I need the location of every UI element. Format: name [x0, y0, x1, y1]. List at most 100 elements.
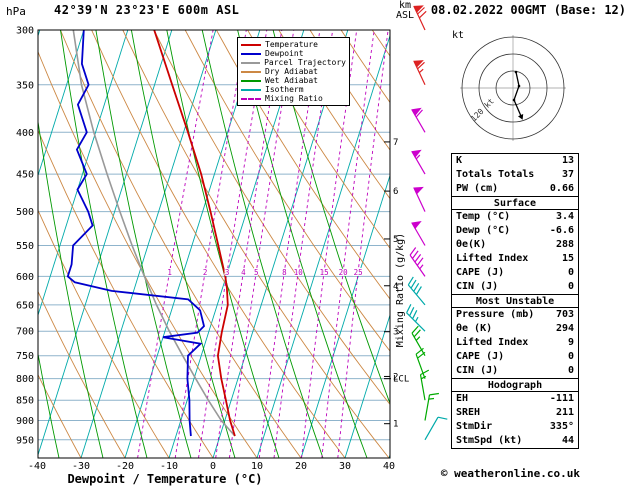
- hodograph-trace: [513, 71, 522, 117]
- altitude-axis-unit-label: km ASL: [391, 1, 419, 21]
- pressure-tick-label: 900: [16, 416, 34, 427]
- wind-barb-pennant: [413, 60, 424, 68]
- table-row: θe (K) 294: [452, 322, 578, 336]
- temperature-tick-label: 30: [339, 461, 351, 472]
- isotherm-lines: [38, 30, 390, 458]
- pressure-tick-label: 350: [16, 80, 34, 91]
- km-tick-label: 2: [393, 372, 398, 382]
- temperature-tick-label: 20: [295, 461, 307, 472]
- wind-barb-pennant: [413, 186, 424, 195]
- hodograph-ring-label: 120 kt: [469, 96, 496, 123]
- table-row: Dewp (°C) -6.6: [452, 224, 578, 238]
- table-row-value: 9: [567, 337, 574, 348]
- table-row: StmDir 335°: [452, 420, 578, 434]
- wind-barb-pennant: [411, 107, 422, 117]
- table-row-value: -6.6: [549, 225, 574, 236]
- legend-item-label: Dry Adiabat: [265, 66, 318, 76]
- temperature-tick-label: 10: [251, 461, 263, 472]
- parcel-trajectory-curve: [72, 30, 236, 437]
- table-row-label: θe(K): [456, 239, 487, 250]
- temperature-curve: [153, 30, 236, 437]
- table-row-value: 37: [561, 169, 574, 180]
- table-row-label: θe (K): [456, 323, 493, 334]
- storm-motion-arrow: [518, 114, 524, 120]
- table-section-header: Surface: [452, 196, 578, 210]
- hodograph-axes: [460, 35, 566, 141]
- pressure-axis-unit-label: hPa: [6, 5, 26, 18]
- table-row-value: 0: [567, 351, 574, 362]
- legend-item-label: Mixing Ratio: [265, 93, 323, 103]
- table-row: EH -111: [452, 392, 578, 406]
- pressure-tick-label: 650: [16, 300, 34, 311]
- legend-item-label: Isotherm: [265, 84, 304, 94]
- temperature-tick-label: 0: [210, 461, 216, 472]
- legend-item-label: Dewpoint: [265, 48, 304, 58]
- indices-table: K 13 Totals Totals 37 PW (cm) 0.66 Surface Temp…: [451, 153, 579, 449]
- legend-item: Wet Adiabat: [241, 76, 346, 85]
- legend-line-sample: [241, 52, 261, 55]
- pressure-tick-label: 450: [16, 170, 34, 181]
- legend-item: Dry Adiabat: [241, 67, 346, 76]
- legend-line-sample: [241, 43, 261, 46]
- wind-barb: [424, 392, 439, 421]
- table-section-title: Hodograph: [487, 380, 543, 391]
- table-row: Totals Totals 37: [452, 168, 578, 182]
- table-row-value: 13: [561, 155, 574, 166]
- wind-barb: [419, 369, 430, 401]
- km-tick-label: 6: [393, 187, 398, 197]
- legend-item: Parcel Trajectory: [241, 58, 346, 67]
- table-section-header: Most Unstable: [452, 294, 578, 308]
- mixing-ratio-value-label: 8: [282, 268, 287, 277]
- page-title: 42°39'N 23°23'E 600m ASL: [54, 3, 240, 17]
- wind-barb: [409, 247, 426, 277]
- wind-barb-pennant: [413, 5, 424, 13]
- plot-border: [37, 29, 391, 459]
- legend-item-label: Parcel Trajectory: [264, 57, 346, 67]
- table-row-value: 703: [555, 309, 574, 320]
- datetime-label: 08.02.2022 00GMT (Base: 12): [430, 3, 626, 17]
- temperature-tick-label: 40: [383, 461, 395, 472]
- legend-item: Temperature: [241, 40, 346, 49]
- legend-item: Isotherm: [241, 85, 346, 94]
- mixing-ratio-value-label: 1: [167, 268, 172, 277]
- pressure-tick-label: 400: [16, 128, 34, 139]
- table-row-label: CAPE (J): [456, 351, 505, 362]
- wind-barb-pennant: [411, 221, 422, 230]
- mixing-ratio-value-label: 25: [354, 268, 363, 277]
- hodograph-rings: [461, 36, 565, 140]
- temperature-tick-label: -30: [72, 461, 90, 472]
- km-label: km: [398, 0, 412, 11]
- legend-line-sample: [241, 79, 261, 82]
- legend-item-label: Temperature: [265, 39, 318, 49]
- table-row-value: -111: [549, 393, 574, 404]
- mixing-ratio-value-label: 3: [225, 268, 230, 277]
- mixing-ratio-value-label: 15: [320, 268, 329, 277]
- x-axis-label: Dewpoint / Temperature (°C): [67, 472, 263, 486]
- pressure-tick-label: 850: [16, 396, 34, 407]
- km-tick-label: 5: [393, 235, 398, 245]
- table-row-label: K: [456, 155, 463, 166]
- wind-barb-pennant: [411, 149, 422, 158]
- legend-item: Mixing Ratio: [241, 94, 346, 103]
- table-row: SREH 211: [452, 406, 578, 420]
- mixing-ratio-value-label: 20: [339, 268, 349, 277]
- mixing-ratio-value-label: 5: [254, 268, 259, 277]
- table-row-value: 288: [555, 239, 574, 250]
- table-row-label: CAPE (J): [456, 267, 505, 278]
- table-row-value: 15: [561, 253, 574, 264]
- km-tick-label: 3: [393, 328, 398, 338]
- pressure-tick-label: 700: [16, 327, 34, 338]
- asl-label: ASL: [395, 10, 415, 21]
- km-tick-label: 1: [393, 420, 398, 430]
- hodograph-trace-points: [512, 70, 524, 120]
- wind-barb: [406, 304, 426, 332]
- table-row-value: 0: [567, 281, 574, 292]
- table-row: StmSpd (kt) 44: [452, 434, 578, 448]
- legend-line-sample: [241, 61, 261, 64]
- table-row: K 13: [452, 154, 578, 168]
- skewt-plot: 3003504004505005506006507007508008509009…: [16, 5, 448, 472]
- pressure-tick-label: 950: [16, 435, 34, 446]
- table-row: CIN (J) 0: [452, 280, 578, 294]
- table-row-value: 0: [567, 267, 574, 278]
- copyright: © weatheronline.co.uk: [440, 467, 580, 480]
